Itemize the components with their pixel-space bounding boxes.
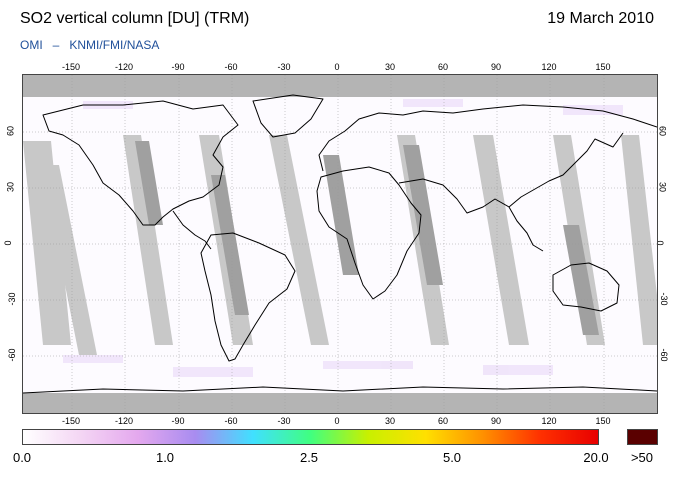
europe-coast [318,104,657,172]
lon-tick-top: 90 [490,62,502,72]
colorbar-label: 5.0 [442,450,462,465]
lon-tick-top: -150 [61,62,81,72]
asia-coast [398,132,624,214]
credit-institutions: KNMI/FMI/NASA [69,38,160,52]
map-canvas [23,75,657,413]
south-america-coast [200,232,296,362]
lon-tick-top: 150 [595,62,611,72]
north-polar-no-data [23,75,657,97]
lon-tick-top: -120 [114,62,134,72]
colorbar-overflow-label: >50 [630,450,654,465]
colorbar-label: 20.0 [583,450,609,465]
australia-coast [552,262,620,312]
map-title: SO2 vertical column [DU] (TRM) [20,10,250,27]
south-polar-no-data [23,393,657,413]
lon-tick-top: 120 [541,62,557,72]
data-credit: OMI – KNMI/FMI/NASA [20,38,159,52]
overlap-swath [323,155,359,275]
lon-tick-top: 60 [437,62,449,72]
gap-swath [123,135,173,345]
graticule [23,75,657,413]
so2-world-map [22,74,658,414]
lon-tick-bottom: -60 [224,416,238,426]
lon-tick-bottom: -150 [61,416,81,426]
north-america-coast [42,100,239,226]
lon-tick-top: 30 [384,62,396,72]
lon-tick-bottom: -120 [114,416,134,426]
lon-tick-bottom: 90 [490,416,502,426]
lat-tick-left: -30 [7,292,18,306]
credit-instrument: OMI [20,38,43,52]
africa-coast [316,166,422,300]
colorbar-label: 0.0 [12,450,32,465]
overlap-swath [563,225,599,335]
colorbar-label: 1.0 [155,450,175,465]
coastlines [23,94,657,394]
lat-tick-right: -30 [659,292,670,306]
colorbar-label: 2.5 [299,450,319,465]
lon-tick-top: -90 [171,62,185,72]
lon-tick-top: -60 [224,62,238,72]
lon-tick-top: -30 [277,62,291,72]
colorbar-gradient [22,429,599,445]
gap-swath [269,135,329,345]
lon-tick-bottom: 30 [384,416,396,426]
lat-tick-left: 60 [5,125,16,137]
lon-tick-bottom: -90 [171,416,185,426]
colorbar-overflow-swatch [627,429,658,445]
central-america-coast [172,210,212,250]
overlap-swaths [135,141,599,335]
overlap-swath [403,145,443,285]
lat-tick-right: -60 [659,348,670,362]
greenland-coast [252,94,324,138]
overlap-swath [135,141,163,225]
lon-tick-bottom: -30 [277,416,291,426]
lon-tick-bottom: 60 [437,416,449,426]
lon-tick-top: 0 [334,62,340,72]
lon-tick-bottom: 120 [541,416,557,426]
lat-tick-right: 60 [657,125,668,137]
lat-tick-left: -60 [7,348,18,362]
credit-separator: – [52,38,60,52]
map-date: 19 March 2010 [547,10,654,27]
southeast-asia-coast [508,206,544,252]
gap-swath [621,135,657,345]
gap-swath [473,135,529,345]
overlap-swath [211,175,249,315]
gap-swath [23,141,71,345]
lat-tick-left: 0 [3,240,14,246]
lat-tick-left: 30 [5,181,16,193]
antarctica-coast [23,386,657,394]
gap-swath [41,165,97,355]
lon-tick-bottom: 150 [595,416,611,426]
lon-tick-bottom: 0 [334,416,340,426]
lat-tick-right: 30 [657,181,668,193]
